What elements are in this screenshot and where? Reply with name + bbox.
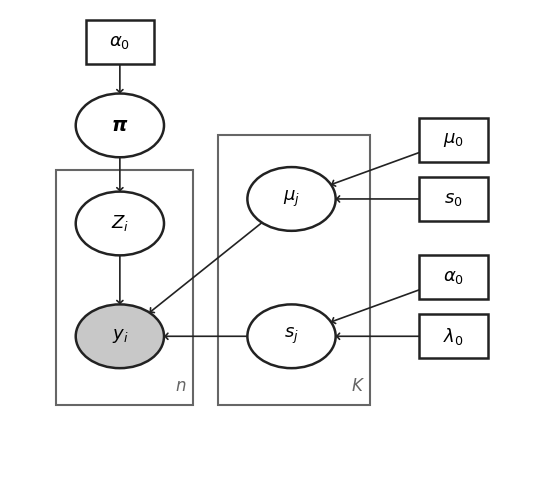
Bar <box>56 170 193 405</box>
Text: $s_j$: $s_j$ <box>284 326 299 346</box>
Text: $\alpha_0$: $\alpha_0$ <box>443 268 464 286</box>
Ellipse shape <box>76 305 164 368</box>
FancyBboxPatch shape <box>419 177 488 221</box>
Text: $\mu_0$: $\mu_0$ <box>443 131 464 149</box>
Text: K: K <box>352 377 363 395</box>
Ellipse shape <box>76 94 164 157</box>
FancyBboxPatch shape <box>419 255 488 300</box>
Text: $Z_i$: $Z_i$ <box>111 213 129 234</box>
Text: $\boldsymbol{\pi}$: $\boldsymbol{\pi}$ <box>111 116 129 135</box>
FancyBboxPatch shape <box>419 314 488 358</box>
FancyBboxPatch shape <box>419 118 488 162</box>
Text: $s_0$: $s_0$ <box>444 190 462 208</box>
Text: $\lambda_0$: $\lambda_0$ <box>443 326 464 347</box>
Text: $\alpha_0$: $\alpha_0$ <box>109 33 130 51</box>
Bar <box>218 135 370 405</box>
FancyBboxPatch shape <box>85 20 154 64</box>
Ellipse shape <box>247 305 336 368</box>
Text: n: n <box>176 377 186 395</box>
Ellipse shape <box>247 167 336 231</box>
Text: $\mu_j$: $\mu_j$ <box>283 189 300 209</box>
Text: $y_i$: $y_i$ <box>112 327 128 345</box>
Ellipse shape <box>76 191 164 255</box>
